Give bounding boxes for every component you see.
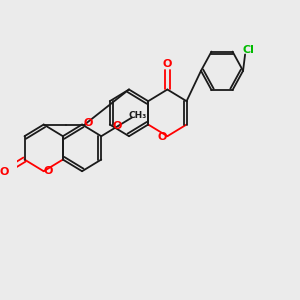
Text: O: O [83, 118, 92, 128]
Text: Cl: Cl [242, 45, 254, 55]
Text: O: O [158, 132, 167, 142]
Text: O: O [163, 59, 172, 69]
Text: O: O [0, 167, 8, 177]
Text: CH₃: CH₃ [128, 111, 146, 120]
Text: O: O [113, 121, 122, 131]
Text: O: O [43, 166, 52, 176]
